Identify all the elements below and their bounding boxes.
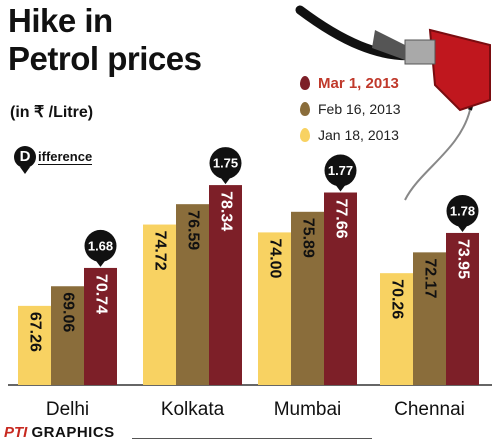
bar-value-label: 74.00 <box>266 238 283 278</box>
difference-value: 1.77 <box>328 163 353 178</box>
difference-value: 1.78 <box>450 203 475 218</box>
legend-label-mar: Mar 1, 2013 <box>318 74 399 92</box>
bar-value-label: 73.95 <box>454 239 471 279</box>
difference-bubble <box>84 229 117 262</box>
legend-item-jan: Jan 18, 2013 <box>300 122 401 148</box>
drop-icon-feb <box>300 102 310 116</box>
legend-label-feb: Feb 16, 2013 <box>318 101 401 117</box>
bar-mumbai-2 <box>324 192 357 385</box>
bar-value-label: 74.72 <box>151 231 168 271</box>
bar-value-label: 70.26 <box>388 279 405 319</box>
legend-item-feb: Feb 16, 2013 <box>300 96 401 122</box>
legend: Mar 1, 2013 Feb 16, 2013 Jan 18, 2013 <box>300 70 401 148</box>
footer-brand: PTI <box>4 424 28 441</box>
bar-kolkata-0 <box>143 224 176 385</box>
difference-value: 1.75 <box>213 156 238 171</box>
bar-value-label: 72.17 <box>421 258 438 298</box>
difference-bubble <box>446 194 479 227</box>
bar-value-label: 70.74 <box>92 274 109 314</box>
bar-chennai-1 <box>413 252 446 385</box>
drop-icon-mar <box>300 76 310 90</box>
bar-kolkata-2 <box>209 185 242 385</box>
footer-rule <box>132 438 372 439</box>
chart-title-line1: Hike in <box>8 2 113 39</box>
difference-bubble <box>209 147 242 180</box>
fuel-nozzle-icon <box>295 5 491 201</box>
difference-bubble <box>324 154 357 187</box>
footer-credit: PTI GRAPHICS <box>4 424 115 441</box>
bar-delhi-2 <box>84 267 117 385</box>
difference-value: 1.68 <box>88 238 113 253</box>
chart-title-line2: Petrol prices <box>8 40 202 77</box>
chart-title: Hike in Petrol prices <box>8 2 202 78</box>
bar-value-label: 67.26 <box>26 312 43 352</box>
category-label: Chennai <box>394 399 465 420</box>
category-label: Kolkata <box>161 399 225 420</box>
drop-icon-jan <box>300 128 310 142</box>
bar-chennai-2 <box>446 232 479 385</box>
footer-text: GRAPHICS <box>31 424 115 441</box>
legend-item-mar: Mar 1, 2013 <box>300 70 401 96</box>
bar-kolkata-1 <box>176 204 209 385</box>
bar-value-label: 75.89 <box>299 218 316 258</box>
bar-value-label: 77.66 <box>332 199 349 239</box>
bar-delhi-0 <box>18 305 51 385</box>
difference-word: ifference <box>38 148 93 165</box>
bar-mumbai-1 <box>291 211 324 385</box>
bar-mumbai-0 <box>258 232 291 385</box>
category-label: Mumbai <box>274 399 342 420</box>
bar-value-label: 69.06 <box>59 292 76 332</box>
bar-value-label: 76.59 <box>184 210 201 250</box>
category-label: Delhi <box>46 399 89 420</box>
bar-delhi-1 <box>51 286 84 385</box>
legend-label-jan: Jan 18, 2013 <box>318 127 399 143</box>
bar-chennai-0 <box>380 273 413 385</box>
unit-label: (in ₹ /Litre) <box>10 104 94 121</box>
difference-badge: D <box>14 146 36 174</box>
bar-value-label: 78.34 <box>217 191 234 231</box>
